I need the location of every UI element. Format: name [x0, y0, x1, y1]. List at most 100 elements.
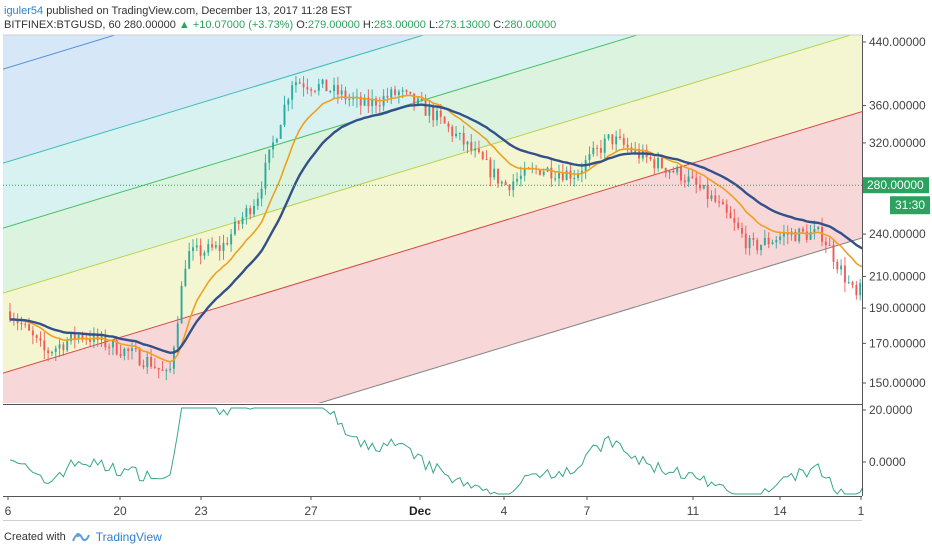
candle-body[interactable]	[615, 136, 618, 145]
candle-body[interactable]	[516, 179, 519, 182]
candle-body[interactable]	[252, 205, 255, 215]
candle-body[interactable]	[279, 125, 282, 139]
candle-body[interactable]	[668, 171, 671, 173]
candle-body[interactable]	[150, 357, 153, 367]
candle-body[interactable]	[428, 106, 431, 116]
candle-body[interactable]	[779, 236, 782, 241]
candle-body[interactable]	[699, 184, 702, 189]
candle-body[interactable]	[851, 282, 854, 286]
candle-body[interactable]	[413, 93, 416, 105]
candle-body[interactable]	[62, 344, 65, 351]
candle-body[interactable]	[203, 252, 206, 256]
candle-body[interactable]	[794, 231, 797, 242]
candle-body[interactable]	[832, 245, 835, 262]
candle-body[interactable]	[199, 245, 202, 256]
candle-body[interactable]	[577, 173, 580, 179]
candle-body[interactable]	[104, 334, 107, 348]
candle-body[interactable]	[245, 208, 248, 218]
candle-body[interactable]	[409, 91, 412, 94]
candle-body[interactable]	[306, 87, 309, 90]
candle-body[interactable]	[211, 244, 214, 248]
candle-body[interactable]	[733, 218, 736, 223]
candle-body[interactable]	[496, 168, 499, 184]
candle-body[interactable]	[813, 228, 816, 233]
candle-body[interactable]	[287, 99, 290, 105]
candle-body[interactable]	[24, 324, 27, 326]
candle-body[interactable]	[169, 368, 172, 371]
candle-body[interactable]	[111, 340, 114, 348]
candle-body[interactable]	[836, 261, 839, 270]
candles[interactable]	[9, 75, 932, 381]
candle-body[interactable]	[801, 228, 804, 232]
candle-body[interactable]	[294, 82, 297, 86]
candle-body[interactable]	[401, 90, 404, 92]
candle-body[interactable]	[329, 91, 332, 93]
candle-body[interactable]	[775, 240, 778, 243]
candle-body[interactable]	[138, 349, 141, 366]
candle-body[interactable]	[760, 244, 763, 251]
candle-body[interactable]	[298, 82, 301, 84]
candle-body[interactable]	[153, 366, 156, 368]
candle-body[interactable]	[554, 178, 557, 180]
candle-body[interactable]	[840, 265, 843, 270]
candle-body[interactable]	[828, 244, 831, 246]
candle-body[interactable]	[363, 97, 366, 106]
candle-body[interactable]	[508, 184, 511, 191]
candle-body[interactable]	[561, 173, 564, 181]
candle-body[interactable]	[756, 239, 759, 251]
candle-body[interactable]	[50, 351, 53, 354]
candle-body[interactable]	[416, 98, 419, 105]
candle-body[interactable]	[142, 365, 145, 368]
candle-body[interactable]	[340, 90, 343, 95]
candle-body[interactable]	[367, 97, 370, 107]
candle-body[interactable]	[706, 185, 709, 199]
candle-body[interactable]	[599, 147, 602, 153]
author-link[interactable]: iguler54	[4, 5, 44, 17]
candle-body[interactable]	[66, 341, 69, 351]
candle-body[interactable]	[69, 332, 72, 342]
candle-body[interactable]	[374, 98, 377, 106]
candle-body[interactable]	[653, 159, 656, 169]
candle-body[interactable]	[744, 233, 747, 249]
candle-body[interactable]	[275, 138, 278, 143]
candle-body[interactable]	[172, 347, 175, 369]
candle-body[interactable]	[39, 337, 42, 341]
candle-body[interactable]	[31, 330, 34, 336]
candle-body[interactable]	[565, 170, 568, 181]
candle-body[interactable]	[191, 247, 194, 252]
candle-body[interactable]	[805, 231, 808, 240]
candle-body[interactable]	[230, 234, 233, 245]
candle-body[interactable]	[443, 116, 446, 124]
candle-body[interactable]	[146, 357, 149, 368]
candle-body[interactable]	[695, 177, 698, 185]
candle-body[interactable]	[767, 237, 770, 245]
candle-body[interactable]	[291, 85, 294, 100]
candle-body[interactable]	[264, 162, 267, 189]
candle-body[interactable]	[47, 350, 50, 354]
candle-body[interactable]	[847, 282, 850, 284]
candle-body[interactable]	[157, 367, 160, 370]
candle-body[interactable]	[687, 176, 690, 183]
candle-body[interactable]	[477, 148, 480, 153]
candle-body[interactable]	[538, 169, 541, 175]
candle-body[interactable]	[214, 245, 217, 248]
candle-body[interactable]	[748, 237, 751, 249]
candle-body[interactable]	[184, 268, 187, 286]
candle-body[interactable]	[618, 136, 621, 138]
candle-body[interactable]	[466, 141, 469, 145]
candle-body[interactable]	[729, 212, 732, 219]
candle-body[interactable]	[474, 148, 477, 151]
candle-body[interactable]	[96, 333, 99, 341]
candle-body[interactable]	[352, 98, 355, 100]
candle-body[interactable]	[336, 84, 339, 95]
candle-body[interactable]	[302, 83, 305, 88]
candle-body[interactable]	[523, 168, 526, 176]
candle-body[interactable]	[73, 332, 76, 340]
candle-body[interactable]	[592, 147, 595, 155]
candle-body[interactable]	[321, 79, 324, 85]
candle-body[interactable]	[821, 226, 824, 242]
candle-body[interactable]	[130, 348, 133, 352]
candle-body[interactable]	[470, 141, 473, 151]
candle-body[interactable]	[16, 320, 19, 324]
